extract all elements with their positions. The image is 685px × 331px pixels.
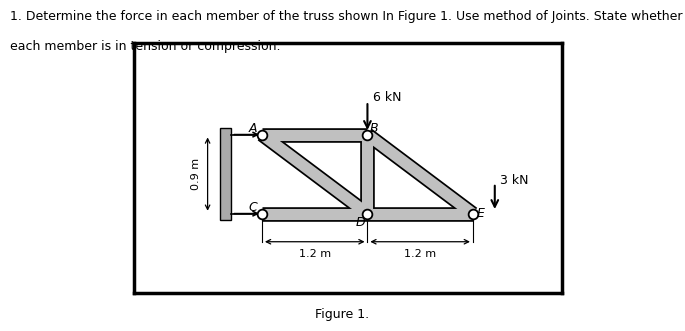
Text: 6 kN: 6 kN (373, 91, 401, 104)
Text: 1. Determine the force in each member of the truss shown In Figure 1. Use method: 1. Determine the force in each member of… (10, 10, 683, 23)
Text: C: C (249, 201, 258, 214)
Text: each member is in tension or compression.: each member is in tension or compression… (10, 40, 281, 53)
Text: B: B (370, 122, 379, 135)
Text: 0.9 m: 0.9 m (190, 158, 201, 190)
Bar (220, 128, 232, 220)
Text: E: E (477, 207, 485, 220)
Text: 1.2 m: 1.2 m (404, 249, 436, 259)
Text: 3 kN: 3 kN (500, 174, 529, 187)
Text: A: A (249, 122, 258, 135)
Text: 1.2 m: 1.2 m (299, 249, 331, 259)
Text: D: D (356, 216, 365, 229)
Text: Figure 1.: Figure 1. (315, 308, 370, 321)
